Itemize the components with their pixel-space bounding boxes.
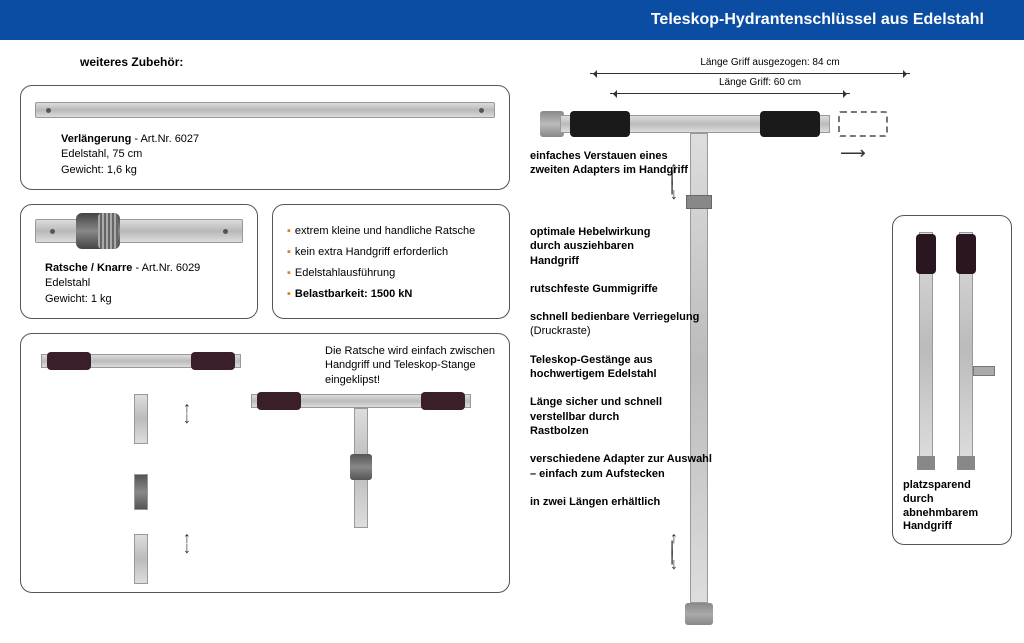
hole-icon — [479, 108, 484, 113]
feature-text: Rastbolzen — [530, 425, 589, 437]
bullet-text: Edelstahlausführung — [295, 267, 395, 279]
extension-bar-graphic — [35, 102, 495, 118]
feature-item: Länge sicher und schnell verstellbar dur… — [530, 395, 730, 438]
bullet-icon: ▪ — [287, 246, 291, 258]
bullet-text: Belastbarkeit: 1500 kN — [295, 288, 412, 300]
feature-text: in zwei Längen erhältlich — [530, 496, 660, 508]
grip-graphic — [570, 111, 630, 137]
bullet-text: extrem kleine und handliche Ratsche — [295, 225, 475, 237]
ext-art: - Art.Nr. 6027 — [131, 133, 199, 145]
feature-text: hochwertigem Edelstahl — [530, 368, 657, 380]
double-arrow-icon: ↑||↓ — [670, 535, 678, 570]
hole-icon — [46, 108, 51, 113]
bullet-icon: ▪ — [287, 225, 291, 237]
feature-item: optimale Hebelwirkung durch ausziehbaren… — [530, 225, 730, 268]
feature-list: optimale Hebelwirkung durch ausziehbaren… — [530, 225, 730, 523]
t-shape-right — [251, 394, 471, 574]
ratchet-knob-graphic — [76, 213, 120, 249]
ratchet-bar-graphic — [35, 219, 243, 243]
extension-text: Verlängerung - Art.Nr. 6027 Edelstahl, 7… — [61, 132, 199, 178]
grip-graphic — [257, 392, 301, 410]
ext-mat: Edelstahl, 75 cm — [61, 148, 142, 160]
ratchet-piece — [134, 474, 148, 510]
hole-icon — [223, 229, 228, 234]
ext-weight: Gewicht: 1,6 kg — [61, 164, 137, 176]
tip-graphic — [917, 456, 935, 470]
t-bar — [134, 534, 148, 584]
feature-text: durch ausziehbaren — [530, 240, 634, 252]
knob-graphic — [973, 366, 995, 376]
feature-text: schnell bedienbare Verriegelung — [530, 311, 699, 323]
t-bar — [134, 394, 148, 444]
ratchet-weight: Gewicht: 1 kg — [45, 293, 112, 305]
feature-text: – einfach zum Aufstecken — [530, 468, 665, 480]
dimension-extended: Länge Griff ausgezogen: 84 cm — [660, 57, 880, 68]
accessories-heading: weiteres Zubehör: — [80, 55, 510, 69]
dimension-line — [610, 93, 850, 94]
assembly-caption: Die Ratsche wird einfach zwischen Handgr… — [325, 344, 495, 387]
double-arrow-icon: ↑↓ — [181, 404, 193, 423]
compact-storage-box: platzsparend durch abnehmbarem Handgriff — [892, 215, 1012, 545]
page-title: Teleskop-Hydrantenschlüssel aus Edelstah… — [651, 11, 984, 29]
feature-text: verstellbar durch — [530, 411, 619, 423]
feature-item: Teleskop-Gestänge aus hochwertigem Edels… — [530, 353, 730, 382]
feature-item: verschiedene Adapter zur Auswahl – einfa… — [530, 452, 730, 481]
assembly-box: Die Ratsche wird einfach zwischen Handgr… — [20, 333, 510, 593]
grip-graphic — [191, 352, 235, 370]
hole-icon — [50, 229, 55, 234]
feature-text: optimale Hebelwirkung — [530, 226, 650, 238]
bullet-text: kein extra Handgriff erforderlich — [295, 246, 448, 258]
tip-graphic — [957, 456, 975, 470]
grip-graphic — [760, 111, 820, 137]
bullet-item: ▪ Belastbarkeit: 1500 kN — [287, 284, 495, 305]
ratchet-art: - Art.Nr. 6029 — [132, 262, 200, 274]
ratchet-box: Ratsche / Knarre - Art.Nr. 6029 Edelstah… — [20, 204, 258, 319]
ratchet-text: Ratsche / Knarre - Art.Nr. 6029 Edelstah… — [45, 261, 200, 307]
bullet-icon: ▪ — [287, 267, 291, 279]
grip-graphic — [916, 234, 936, 274]
feature-text: verschiedene Adapter zur Auswahl — [530, 453, 712, 465]
ext-name: Verlängerung — [61, 133, 131, 145]
adapter-tip-graphic — [685, 603, 713, 625]
dimension-line — [590, 73, 910, 74]
feature-item: in zwei Längen erhältlich — [530, 495, 730, 509]
grip-graphic — [956, 234, 976, 274]
feature-text: Teleskop-Gestänge aus — [530, 354, 653, 366]
content-area: weiteres Zubehör: Verlängerung - Art.Nr.… — [0, 40, 1024, 593]
ratchet-mat: Edelstahl — [45, 277, 90, 289]
bullet-item: ▪ extrem kleine und handliche Ratsche — [287, 221, 495, 242]
grip-graphic — [47, 352, 91, 370]
feature-text: rutschfeste Gummigriffe — [530, 283, 658, 295]
feature-subtext: (Druckraste) — [530, 324, 730, 338]
feature-text: Länge sicher und schnell — [530, 396, 662, 408]
ratchet-piece — [350, 454, 372, 480]
right-column: Länge Griff ausgezogen: 84 cm Länge Grif… — [530, 55, 1004, 593]
feature-text: Handgriff — [530, 255, 579, 267]
bullet-item: ▪ Edelstahlausführung — [287, 263, 495, 284]
bullet-item: ▪ kein extra Handgriff erforderlich — [287, 242, 495, 263]
lock-graphic — [686, 195, 712, 209]
double-arrow-icon: ↑↓ — [181, 534, 193, 553]
t-shape-left: ↑↓ ↑↓ — [41, 354, 241, 574]
feature-item: schnell bedienbare Verriegelung (Druckra… — [530, 310, 730, 339]
grip-graphic — [421, 392, 465, 410]
arrow-right-icon: ⟶ — [840, 143, 866, 164]
dimension-retracted: Länge Griff: 60 cm — [680, 77, 840, 88]
ratchet-name: Ratsche / Knarre — [45, 262, 132, 274]
extended-ghost-graphic — [838, 111, 888, 137]
left-column: weiteres Zubehör: Verlängerung - Art.Nr.… — [20, 55, 510, 593]
compact-caption: platzsparend durch abnehmbarem Handgriff — [903, 479, 1001, 534]
page-header: Teleskop-Hydrantenschlüssel aus Edelstah… — [0, 0, 1024, 40]
storage-caption: einfaches Verstauen eines zweiten Adapte… — [530, 150, 710, 178]
ratchet-row: Ratsche / Knarre - Art.Nr. 6029 Edelstah… — [20, 204, 510, 319]
bullet-icon: ▪ — [287, 288, 291, 300]
extension-box: Verlängerung - Art.Nr. 6027 Edelstahl, 7… — [20, 85, 510, 190]
ratchet-features-box: ▪ extrem kleine und handliche Ratsche ▪ ke… — [272, 204, 510, 319]
feature-item: rutschfeste Gummigriffe — [530, 282, 730, 296]
